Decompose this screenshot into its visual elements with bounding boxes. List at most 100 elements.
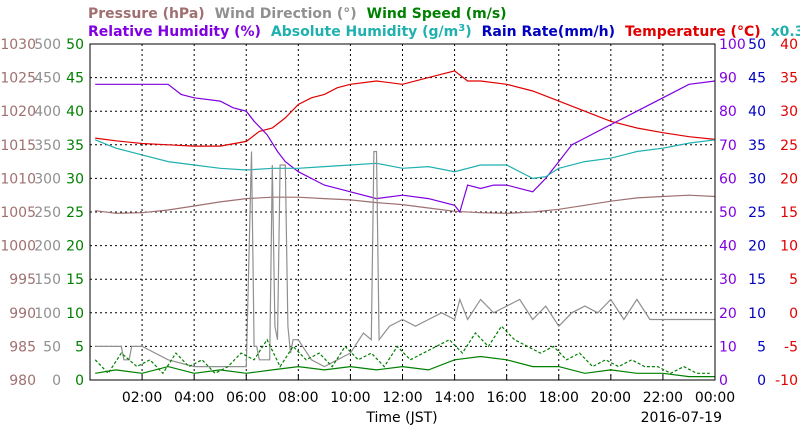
wind-direction-tick-label: 400	[34, 104, 61, 120]
series-line	[95, 194, 716, 214]
x-tick-label: 18:00	[539, 390, 579, 406]
temperature-tick-label: 20	[780, 171, 798, 187]
wind-direction-tick-label: 0	[52, 373, 61, 389]
pressure-tick-label: 980	[9, 373, 36, 389]
wind-direction-tick-label: 200	[34, 239, 61, 255]
wind-direction-tick-label: 450	[34, 71, 61, 87]
relative-humidity-tick-label: 70	[719, 138, 737, 154]
rain-rate-tick-label: 0	[757, 373, 766, 389]
series-line	[95, 355, 715, 378]
legend-entry: )	[465, 24, 471, 40]
series-line	[95, 80, 716, 214]
wind-direction-tick-label: 300	[34, 171, 61, 187]
x-tick-label: 02:00	[122, 390, 162, 406]
pressure-tick-label: 1010	[0, 171, 36, 187]
pressure-tick-label: 1005	[0, 205, 36, 221]
relative-humidity-tick-label: 20	[719, 306, 737, 322]
wind-speed-tick-label: 50	[66, 37, 84, 53]
grid	[90, 44, 715, 380]
relative-humidity-tick-label: 40	[719, 239, 737, 255]
wind-direction-tick-label: 500	[34, 37, 61, 53]
series-line	[94, 139, 716, 180]
wind-speed-tick-label: 20	[66, 239, 84, 255]
x-tick-label: 00:00	[695, 390, 735, 406]
wind-direction-tick-label: 350	[34, 138, 61, 154]
relative-humidity-tick-label: 80	[719, 104, 737, 120]
x-tick-label: 20:00	[591, 390, 631, 406]
x-tick-label: 22:00	[643, 390, 683, 406]
pressure-tick-label: 995	[9, 272, 36, 288]
rain-rate-tick-label: 45	[748, 71, 766, 87]
rain-rate-tick-label: 35	[748, 138, 766, 154]
pressure-tick-label: 1030	[0, 37, 36, 53]
relative-humidity-tick-label: 60	[719, 171, 737, 187]
rain-rate-tick-label: 30	[748, 171, 766, 187]
legend-entry: Pressure (hPa)	[88, 6, 205, 22]
relative-humidity-tick-label: 50	[719, 205, 737, 221]
rain-rate-tick-label: 40	[748, 104, 766, 120]
wind-direction-tick-label: 150	[34, 272, 61, 288]
x-axis-label: Time (JST)	[365, 410, 437, 426]
legend-entry: Temperature (°C)	[625, 24, 761, 40]
series-line	[95, 150, 715, 368]
x-axis: 02:00 04:00 06:00 08:00 10:00 12:00 14:00 16:00…	[122, 375, 735, 406]
x-tick-label: 12:00	[382, 390, 422, 406]
temperature-tick-label: 10	[780, 239, 798, 255]
relative-humidity-tick-label: 0	[719, 373, 728, 389]
rain-rate-tick-label: 20	[748, 239, 766, 255]
wind-speed-tick-label: 30	[66, 171, 84, 187]
legend-entry: Wind Direction (°)	[215, 6, 357, 22]
wind-speed-tick-label: 45	[66, 71, 84, 87]
relative-humidity-tick-label: 100	[719, 37, 746, 53]
wind-speed-tick-label: 35	[66, 138, 84, 154]
rain-rate-tick-label: 5	[757, 339, 766, 355]
legend-entry: Wind Speed (m/s)	[367, 6, 507, 22]
temperature-tick-label: 40	[780, 37, 798, 53]
relative-humidity-tick-label: 90	[719, 71, 737, 87]
wind-speed-tick-label: 10	[66, 306, 84, 322]
pressure-tick-label: 990	[9, 306, 36, 322]
temperature-tick-label: 25	[780, 138, 798, 154]
chart-date: 2016-07-19	[641, 410, 722, 426]
x-tick-label: 04:00	[174, 390, 214, 406]
temperature-tick-label: 0	[789, 306, 798, 322]
relative-humidity-tick-label: 10	[719, 339, 737, 355]
legend-entry: Absolute Humidity (g/m	[271, 24, 458, 40]
legend-entry: x0.3	[771, 24, 800, 40]
wind-direction-tick-label: 50	[43, 339, 61, 355]
pressure-tick-label: 1015	[0, 138, 36, 154]
pressure-tick-label: 1000	[0, 239, 36, 255]
x-tick-label: 10:00	[330, 390, 370, 406]
rain-rate-tick-label: 50	[748, 37, 766, 53]
temperature-tick-label: 15	[780, 205, 798, 221]
relative-humidity-tick-label: 30	[719, 272, 737, 288]
wind-speed-tick-label: 15	[66, 272, 84, 288]
series	[94, 70, 716, 378]
legend-entry: Relative Humidity (%)	[88, 24, 261, 40]
temperature-tick-label: 35	[780, 71, 798, 87]
rain-rate-tick-label: 25	[748, 205, 766, 221]
temperature-tick-label: 5	[789, 272, 798, 288]
wind-speed-tick-label: 5	[75, 339, 84, 355]
x-tick-label: 14:00	[434, 390, 474, 406]
wind-speed-tick-label: 25	[66, 205, 84, 221]
rain-rate-tick-label: 10	[748, 306, 766, 322]
wind-direction-tick-label: 250	[34, 205, 61, 221]
legend: Pressure (hPa) Wind Direction (°) Wind Spe…	[88, 6, 800, 40]
x-tick-label: 16:00	[486, 390, 526, 406]
wind-direction-tick-label: 100	[34, 306, 61, 322]
temperature-tick-label: 30	[780, 104, 798, 120]
x-tick-label: 06:00	[226, 390, 266, 406]
temperature-tick-label: -5	[784, 339, 798, 355]
pressure-tick-label: 1020	[0, 104, 36, 120]
series-line	[95, 70, 716, 147]
wind-speed-tick-label: 0	[75, 373, 84, 389]
legend-row-1: Pressure (hPa) Wind Direction (°) Wind Spe…	[88, 6, 507, 22]
x-tick-label: 08:00	[278, 390, 318, 406]
legend-superscript: 3	[458, 23, 465, 34]
pressure-tick-label: 1025	[0, 71, 36, 87]
pressure-tick-label: 985	[9, 339, 36, 355]
temperature-tick-label: -10	[775, 373, 798, 389]
wind-speed-tick-label: 40	[66, 104, 84, 120]
